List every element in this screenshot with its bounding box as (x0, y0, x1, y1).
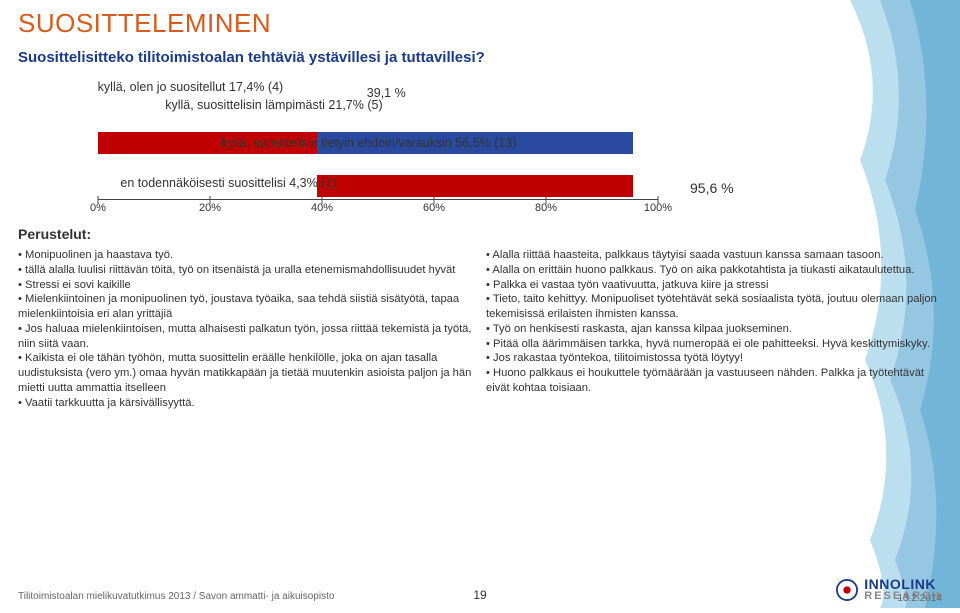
footer-date: 13.2.2014 (898, 593, 943, 604)
bullet-item: • Jos haluaa mielenkiintoisen, mutta alh… (18, 322, 474, 352)
bullet-item: • Stressi ei sovi kaikille (18, 278, 474, 293)
logo-text-1: INNOLINK (864, 577, 942, 591)
chart-label: kyllä, suosittelisin lämpimästi 21,7% (5… (165, 98, 382, 112)
bullet-item: • Tieto, taito kehittyy. Monipuoliset ty… (486, 292, 942, 322)
bullet-item: • tällä alalla luulisi riittävän töitä, … (18, 263, 474, 278)
x-tick: 20% (199, 202, 221, 214)
page-number: 19 (473, 588, 486, 602)
bullet-item: • Mielenkiintoinen ja monipuolinen työ, … (18, 292, 474, 322)
bullet-item: • Vaatii tarkkuutta ja kärsivällisyyttä. (18, 396, 474, 411)
bullet-item: • Työ on henkisesti raskasta, ajan kanss… (486, 322, 942, 337)
perustelut-col-right: • Alalla riittää haasteita, palkkaus täy… (486, 248, 942, 411)
bullet-item: • Pitää olla äärimmäisen tarkka, hyvä nu… (486, 337, 942, 352)
chart-label: kyllä, suosittelisin tietyin ehdoin/vara… (221, 136, 516, 150)
bullet-item: • Monipuolinen ja haastava työ. (18, 248, 474, 263)
chart-label: en todennäköisesti suosittelisi 4,3% (1) (120, 176, 336, 190)
footer: Tilitoimistoalan mielikuvatutkimus 2013 … (18, 577, 942, 602)
perustelut-columns: • Monipuolinen ja haastava työ.• tällä a… (18, 248, 942, 411)
perustelut-heading: Perustelut: (18, 226, 942, 242)
bullet-item: • Kaikista ei ole tähän työhön, mutta su… (18, 351, 474, 395)
slide-subtitle: Suosittelisitteko tilitoimistoalan tehtä… (18, 49, 942, 66)
bar-segment (317, 175, 633, 197)
perustelut-col-left: • Monipuolinen ja haastava työ.• tällä a… (18, 248, 474, 411)
bar-segment (98, 132, 195, 154)
chart-container: 0%20%40%60%80%100%kyllä, olen jo suosite… (98, 80, 658, 200)
bullet-item: • Alalla on erittäin huono palkkaus. Työ… (486, 263, 942, 278)
bullet-item: • Huono palkkaus ei houkuttele työmäärää… (486, 366, 942, 396)
bullet-item: • Jos rakastaa työntekoa, tilitoimistoss… (486, 351, 942, 366)
bullet-item: • Palkka ei vastaa työn vaativuutta, jat… (486, 278, 942, 293)
chart-value: 39,1 % (367, 86, 406, 100)
x-tick: 100% (644, 202, 672, 214)
x-tick: 0% (90, 202, 106, 214)
footer-left: Tilitoimistoalan mielikuvatutkimus 2013 … (18, 591, 334, 602)
x-tick: 60% (423, 202, 445, 214)
grand-total-label: 95,6 % (690, 180, 734, 196)
x-tick: 80% (535, 202, 557, 214)
slide-title: SUOSITTELEMINEN (18, 8, 942, 39)
bar-chart: 0%20%40%60%80%100%kyllä, olen jo suosite… (98, 80, 658, 200)
chart-label: kyllä, olen jo suositellut 17,4% (4) (98, 80, 294, 96)
bullet-item: • Alalla riittää haasteita, palkkaus täy… (486, 248, 942, 263)
x-tick: 40% (311, 202, 333, 214)
